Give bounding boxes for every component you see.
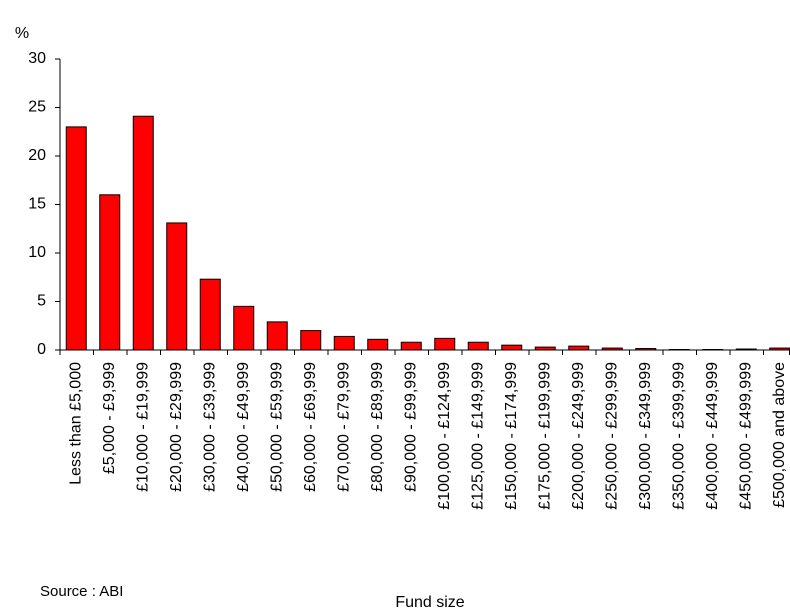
bar xyxy=(635,348,657,351)
x-tick-label: £350,000 - £399,999 xyxy=(670,362,687,510)
x-tick-label: £200,000 - £249,999 xyxy=(570,362,587,510)
x-tick-label: £20,000 - £29,999 xyxy=(168,362,185,492)
bar xyxy=(233,305,255,351)
bar xyxy=(99,194,121,351)
bar xyxy=(166,222,188,351)
x-tick-label: £40,000 - £49,999 xyxy=(235,362,252,492)
bar xyxy=(333,335,355,351)
bar xyxy=(568,345,590,351)
x-tick-label: £450,000 - £499,999 xyxy=(737,362,754,510)
x-tick-label: £80,000 - £89,999 xyxy=(369,362,386,492)
x-tick-label: £250,000 - £299,999 xyxy=(603,362,620,510)
y-tick-label: 0 xyxy=(37,341,46,358)
x-tick-label: £500,000 and above xyxy=(771,362,788,508)
x-tick-label: £400,000 - £449,999 xyxy=(704,362,721,510)
bar xyxy=(367,338,389,351)
y-tick-label: 15 xyxy=(28,196,46,213)
x-tick-label: Less than £5,000 xyxy=(67,362,84,485)
x-axis-label: Fund size xyxy=(395,594,464,611)
x-tick-label: £50,000 - £59,999 xyxy=(268,362,285,492)
x-tick-label: £150,000 - £174,999 xyxy=(503,362,520,510)
bar xyxy=(300,330,322,351)
bar xyxy=(534,346,556,351)
x-tick-label: £300,000 - £349,999 xyxy=(637,362,654,510)
x-tick-label: £100,000 - £124,999 xyxy=(436,362,453,510)
bar xyxy=(735,348,757,351)
bar xyxy=(132,115,154,351)
y-tick-label: 30 xyxy=(28,50,46,67)
bar xyxy=(266,321,288,351)
y-axis-label: % xyxy=(15,25,29,42)
bar xyxy=(601,347,623,351)
y-tick-label: 5 xyxy=(37,293,46,310)
x-tick-label: £10,000 - £19,999 xyxy=(134,362,151,492)
x-tick-label: £175,000 - £199,999 xyxy=(536,362,553,510)
y-tick-label: 20 xyxy=(28,147,46,164)
bar xyxy=(199,278,221,351)
x-tick-label: £125,000 - £149,999 xyxy=(469,362,486,510)
y-tick-label: 25 xyxy=(28,99,46,116)
x-tick-label: £60,000 - £69,999 xyxy=(302,362,319,492)
x-tick-label: £70,000 - £79,999 xyxy=(335,362,352,492)
bar xyxy=(467,341,489,351)
source-note: Source : ABI xyxy=(40,583,123,600)
bar xyxy=(434,337,456,351)
x-tick-label: £30,000 - £39,999 xyxy=(201,362,218,492)
bar xyxy=(501,344,523,351)
x-tick-label: £5,000 - £9,999 xyxy=(101,362,118,474)
y-tick-label: 10 xyxy=(28,244,46,261)
bar xyxy=(769,347,790,351)
x-tick-label: £90,000 - £99,999 xyxy=(402,362,419,492)
bar xyxy=(400,341,422,351)
bar xyxy=(65,126,87,351)
